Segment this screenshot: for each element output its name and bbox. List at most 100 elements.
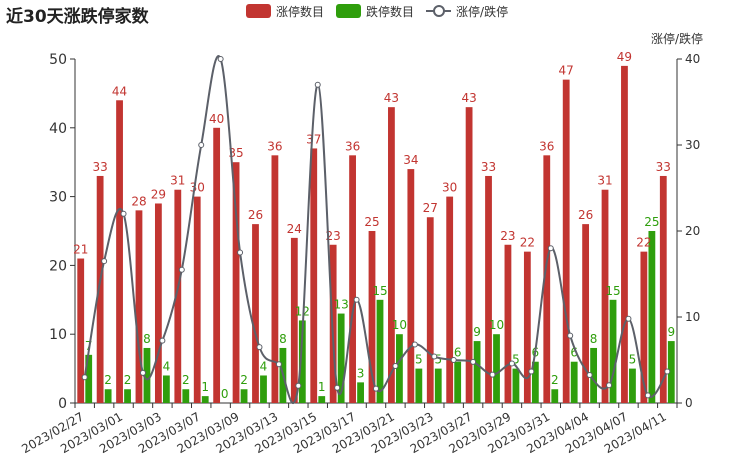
- ratio-point: [275, 361, 282, 368]
- legend-item-up[interactable]: 涨停数目: [246, 3, 324, 20]
- ratio-point: [373, 385, 379, 392]
- bar-down: [143, 347, 151, 403]
- y-tick-label: 50: [49, 52, 67, 68]
- ratio-point: [120, 210, 127, 217]
- legend-label-down: 跌停数目: [366, 4, 415, 19]
- ratio-point: [159, 337, 166, 344]
- legend-line-icon: [426, 4, 452, 18]
- bar-up-label: 31: [170, 174, 185, 188]
- bar-down: [298, 320, 306, 403]
- bar-up: [426, 217, 434, 403]
- ratio-point: [508, 360, 515, 367]
- bar-up-label: 33: [481, 160, 496, 174]
- bar-up-label: 30: [190, 181, 205, 195]
- ratio-point: [101, 258, 108, 265]
- bar-down: [531, 361, 539, 403]
- bar-down-label: 6: [570, 346, 578, 360]
- legend-swatch-down: [336, 4, 362, 18]
- bar-down: [512, 368, 520, 403]
- bar-up-label: 26: [248, 208, 263, 222]
- bar-up-label: 37: [306, 132, 321, 146]
- ratio-point: [586, 372, 593, 379]
- bar-up-label: 23: [500, 229, 515, 243]
- bar-up: [368, 231, 376, 403]
- legend-item-down[interactable]: 跌停数目: [336, 3, 414, 20]
- bar-down-label: 13: [334, 298, 349, 312]
- ratio-point: [295, 382, 302, 389]
- bar-up: [271, 155, 279, 403]
- bar-down-label: 9: [473, 325, 481, 339]
- bar-down: [609, 299, 617, 403]
- bar-up: [154, 203, 162, 403]
- y2-tick-label: 40: [685, 52, 700, 66]
- bar-up: [485, 175, 492, 403]
- bar-down: [454, 361, 462, 403]
- ratio-point: [489, 371, 496, 378]
- ratio-point: [198, 142, 205, 148]
- legend-label-up: 涨停数目: [276, 4, 325, 19]
- bar-down-label: 5: [415, 353, 423, 367]
- bar-up: [523, 251, 531, 403]
- bar-up: [310, 148, 318, 403]
- bar-up-label: 29: [151, 187, 166, 201]
- bar-up-label: 31: [597, 174, 612, 188]
- bar-up: [193, 196, 201, 403]
- chart-title: 近30天涨跌停家数: [6, 7, 149, 27]
- bar-up-label: 36: [345, 139, 360, 153]
- y-tick-label: 10: [49, 327, 67, 343]
- bar-up-label: 24: [287, 222, 302, 236]
- ratio-point: [217, 56, 224, 62]
- bar-up-label: 25: [364, 215, 379, 229]
- bar-up-label: 33: [656, 160, 671, 174]
- ratio-point: [178, 266, 185, 273]
- ratio-line: [83, 55, 669, 405]
- ratio-point: [256, 344, 263, 351]
- bar-up-label: 22: [636, 236, 651, 250]
- bar-up: [407, 169, 415, 403]
- bar-up: [388, 107, 395, 403]
- bar-up-label: 36: [539, 139, 554, 153]
- ratio-point: [81, 374, 88, 381]
- bar-down-label: 1: [318, 380, 326, 394]
- bar-down: [318, 396, 326, 403]
- ratio-point: [606, 382, 613, 389]
- bar-down: [260, 375, 267, 403]
- bar-down-label: 5: [512, 353, 520, 367]
- y2-tick-label: 10: [685, 310, 700, 324]
- bar-up-label: 34: [403, 153, 418, 167]
- bar-up-label: 23: [326, 229, 341, 243]
- bar-up: [96, 175, 104, 403]
- y-tick-label: 0: [58, 396, 67, 412]
- bar-down: [648, 231, 656, 403]
- y-tick-label: 30: [49, 190, 67, 206]
- bar-down-label: 25: [644, 215, 659, 229]
- legend: 涨停数目 跌停数目 涨停/跌停: [246, 3, 520, 19]
- bar-down: [551, 389, 559, 403]
- ratio-point: [139, 369, 146, 376]
- bar-down-label: 8: [590, 332, 598, 346]
- bar-down-label: 9: [667, 325, 675, 339]
- bar-down: [240, 389, 248, 403]
- bar-down: [473, 341, 481, 403]
- bar-up-label: 36: [267, 139, 282, 153]
- bar-down: [667, 341, 675, 403]
- y-tick-label: 20: [49, 258, 67, 274]
- bar-up-label: 26: [578, 208, 593, 222]
- bar-up: [232, 162, 240, 403]
- bar-up: [640, 251, 648, 403]
- bar-up: [582, 224, 590, 403]
- legend-swatch-up: [246, 4, 271, 18]
- ratio-point: [314, 81, 321, 88]
- legend-item-ratio[interactable]: 涨停/跌停: [426, 3, 508, 20]
- bar-up: [135, 210, 143, 403]
- bar-down-label: 8: [279, 332, 287, 346]
- bar-down-label: 8: [143, 332, 151, 346]
- bar-down: [85, 354, 93, 403]
- bar-up: [659, 175, 667, 403]
- bar-down-label: 12: [295, 304, 310, 318]
- bar-up: [504, 244, 512, 403]
- ratio-point: [528, 368, 535, 375]
- bar-down-label: 15: [605, 284, 620, 298]
- bar-down: [396, 334, 403, 403]
